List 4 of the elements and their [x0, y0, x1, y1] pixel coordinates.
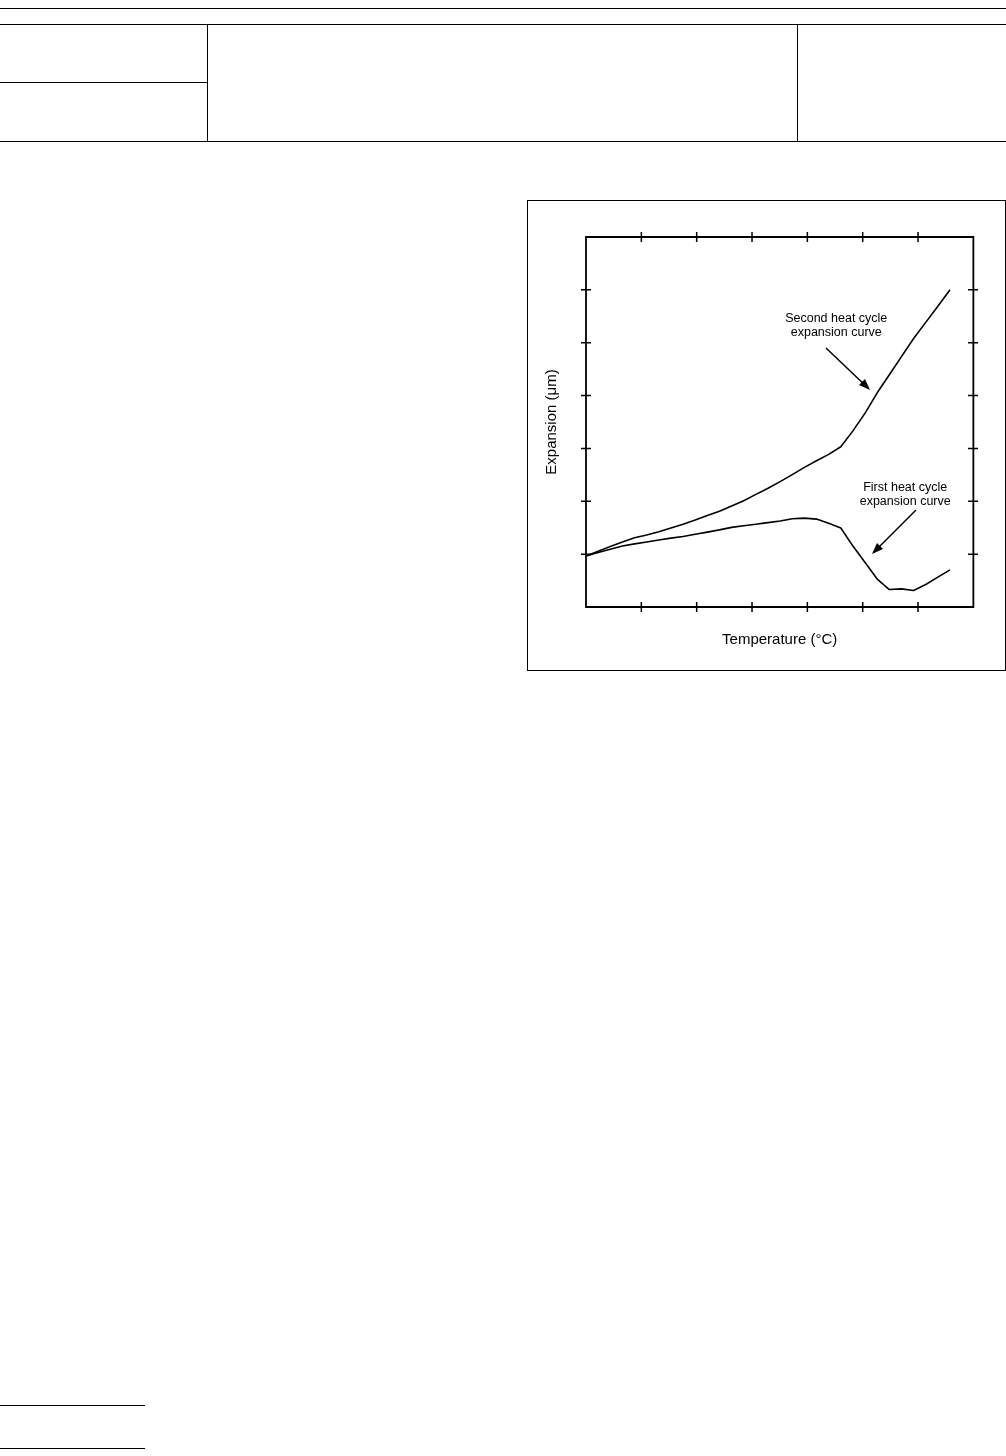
x-axis-title: Temperature (°C): [722, 630, 838, 648]
annotation: First heat cycle expansion curve: [859, 479, 951, 508]
annotation: Second heat cycle expansion curve: [785, 310, 888, 339]
y-axis-title: Expansion (μm): [542, 369, 560, 475]
